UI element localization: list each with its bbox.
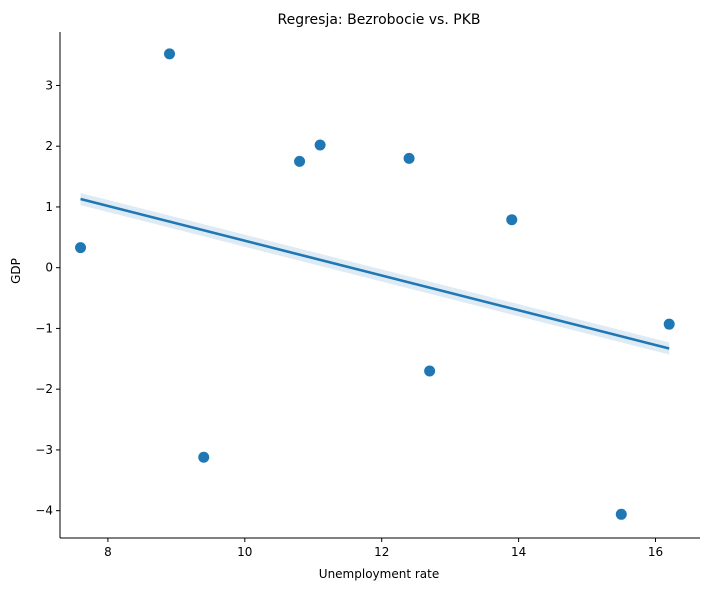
x-axis-ticks: 8 10 12 14 16 bbox=[104, 538, 663, 559]
x-tick-label: 10 bbox=[237, 545, 252, 559]
x-tick-label: 8 bbox=[104, 545, 112, 559]
x-tick-label: 16 bbox=[648, 545, 663, 559]
data-point bbox=[75, 242, 87, 254]
chart-title: Regresja: Bezrobocie vs. PKB bbox=[278, 12, 481, 28]
x-tick-label: 14 bbox=[511, 545, 526, 559]
y-tick-label: −2 bbox=[35, 382, 53, 396]
x-tick-label: 12 bbox=[374, 545, 389, 559]
y-tick-label: −1 bbox=[35, 321, 53, 335]
y-axis-ticks: −4 −3 −2 −1 0 1 2 3 bbox=[35, 78, 60, 518]
data-point bbox=[403, 152, 415, 164]
y-tick-label: 0 bbox=[45, 261, 53, 275]
data-point bbox=[615, 508, 627, 520]
data-point bbox=[506, 214, 518, 226]
regression-line-group bbox=[80, 197, 670, 350]
data-point bbox=[164, 48, 176, 60]
y-tick-label: 1 bbox=[45, 200, 53, 214]
y-tick-label: 2 bbox=[45, 139, 53, 153]
data-point bbox=[663, 318, 675, 330]
data-point bbox=[198, 451, 210, 463]
data-point bbox=[294, 155, 306, 167]
y-tick-label: −3 bbox=[35, 443, 53, 457]
x-axis-title: Unemployment rate bbox=[319, 567, 439, 581]
data-point bbox=[424, 365, 436, 377]
data-point bbox=[314, 139, 326, 151]
axes-group bbox=[59, 32, 700, 539]
y-axis-title: GDP bbox=[9, 258, 23, 284]
y-tick-label: −4 bbox=[35, 504, 53, 518]
y-tick-label: 3 bbox=[45, 78, 53, 92]
regression-line bbox=[80, 197, 670, 350]
data-points-group bbox=[75, 48, 675, 520]
